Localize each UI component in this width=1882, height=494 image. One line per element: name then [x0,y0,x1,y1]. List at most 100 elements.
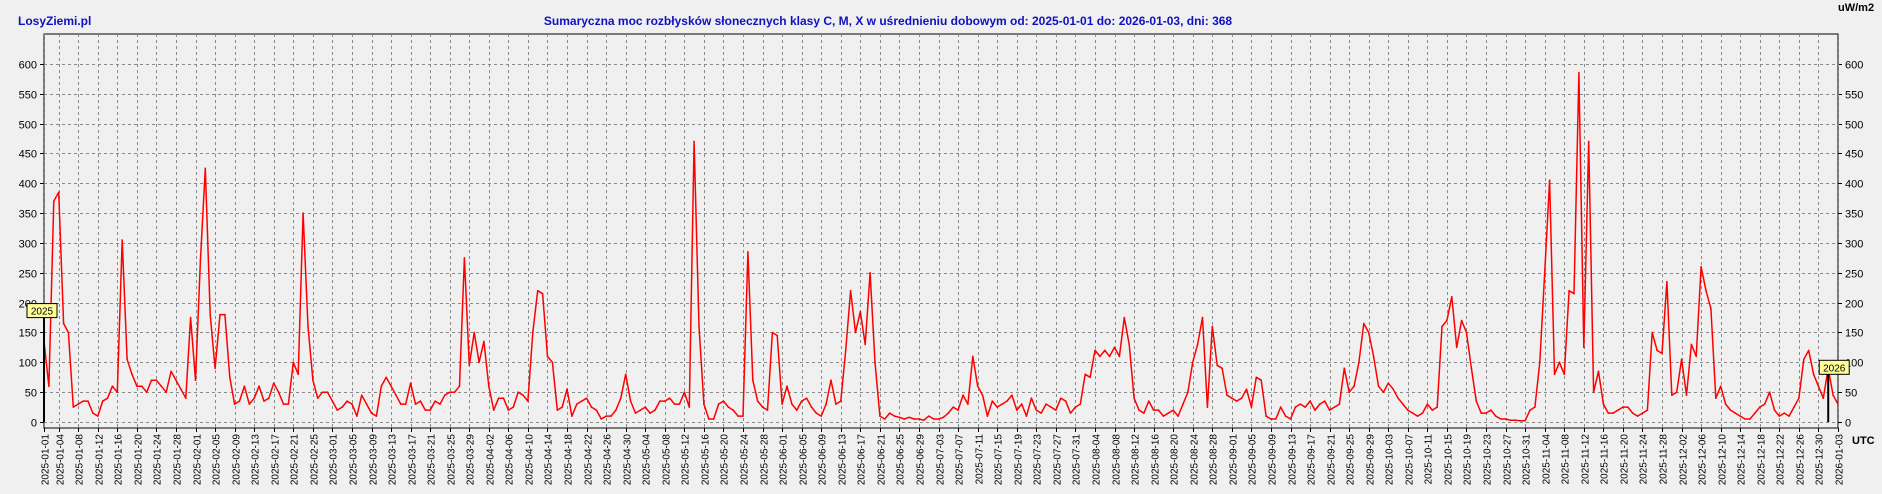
data-point [546,355,549,358]
data-point [409,382,412,385]
data-point [507,409,510,411]
data-point [1001,403,1003,405]
data-point [1568,289,1570,292]
data-point [1573,292,1575,295]
data-point [1460,319,1463,322]
y-tick-label-right: 200 [1845,299,1863,311]
data-point [282,403,285,405]
data-point [952,406,954,408]
data-point [1074,406,1077,408]
data-point [1607,412,1610,414]
data-point [761,406,764,408]
data-point [1206,406,1209,408]
data-point [1729,409,1732,411]
data-point [1788,415,1790,417]
data-point [644,406,647,408]
data-point [1304,406,1306,408]
data-point [72,406,75,408]
data-point [1685,394,1688,397]
data-point [1798,397,1800,400]
data-point [1235,400,1238,402]
data-point [1807,349,1810,352]
data-point [991,400,994,402]
data-point [1436,406,1438,408]
data-point [263,400,265,402]
data-point [419,400,422,402]
y-tick-label-left: 100 [19,358,37,370]
data-point [1578,72,1580,74]
data-point [1832,394,1834,397]
data-point [1201,316,1204,319]
data-point [145,391,148,394]
x-tick-label: 2025-01-28 [173,434,184,486]
data-point [512,406,515,408]
data-point [981,394,984,397]
data-point [448,391,451,394]
data-point [48,385,50,388]
x-tick-label: 2025-03-01 [329,434,340,486]
data-point [1167,412,1170,414]
x-tick-label: 2025-07-15 [994,434,1005,486]
data-point [649,412,651,414]
data-point [478,361,480,364]
data-point [688,406,691,408]
data-point [326,391,329,394]
data-point [1392,388,1394,391]
data-point [248,403,251,405]
data-point [1226,394,1228,397]
data-point [835,403,837,405]
data-point [1060,397,1062,400]
data-point [1162,415,1165,417]
data-point [580,400,583,402]
brand-logo[interactable]: LosyZiemi.pl [18,14,91,28]
data-point [805,397,808,400]
data-point [1407,409,1409,411]
data-point [1583,346,1585,349]
data-point [1529,409,1531,411]
data-point [1353,385,1355,388]
data-point [1211,325,1214,328]
data-point [888,412,891,414]
data-point [1524,420,1526,422]
data-point [1754,412,1756,414]
data-point [1328,409,1331,411]
data-point [1441,325,1443,328]
data-point [414,403,417,405]
y-tick-label-left: 150 [19,328,37,340]
data-point [1646,409,1649,411]
data-point [1118,355,1121,358]
data-point [1069,412,1072,414]
y-tick-label-right: 600 [1845,60,1863,72]
data-point [527,400,529,402]
x-tick-label: 2025-02-01 [193,434,204,486]
data-point [1089,376,1091,379]
data-point [121,239,123,241]
data-point [1763,403,1766,405]
data-point [541,292,544,295]
data-point [1275,418,1277,420]
y-tick-label-right: 450 [1845,149,1863,161]
data-point [1636,415,1639,417]
data-point [766,409,769,411]
data-point [1778,415,1781,417]
data-point [1358,361,1360,364]
data-point [1377,385,1380,388]
plot-area: 0050501001001501502002002502503003003503… [19,33,1863,486]
data-point [972,355,974,358]
x-tick-label: 2025-12-18 [1757,434,1768,486]
data-point [111,385,114,388]
data-point [1592,391,1595,394]
x-tick-label: 2025-01-12 [95,434,106,486]
data-point [629,400,632,402]
data-point [1680,358,1683,361]
x-tick-label: 2025-09-13 [1288,434,1299,486]
x-tick-label: 2025-05-12 [681,434,692,486]
x-tick-label: 2025-01-01 [41,434,52,486]
x-tick-label: 2025-02-17 [271,434,282,486]
data-point [776,334,778,337]
data-point [1803,358,1805,361]
data-point [1196,343,1199,346]
data-point [1402,403,1404,405]
x-tick-label: 2025-12-22 [1776,434,1787,486]
data-point [590,406,593,408]
